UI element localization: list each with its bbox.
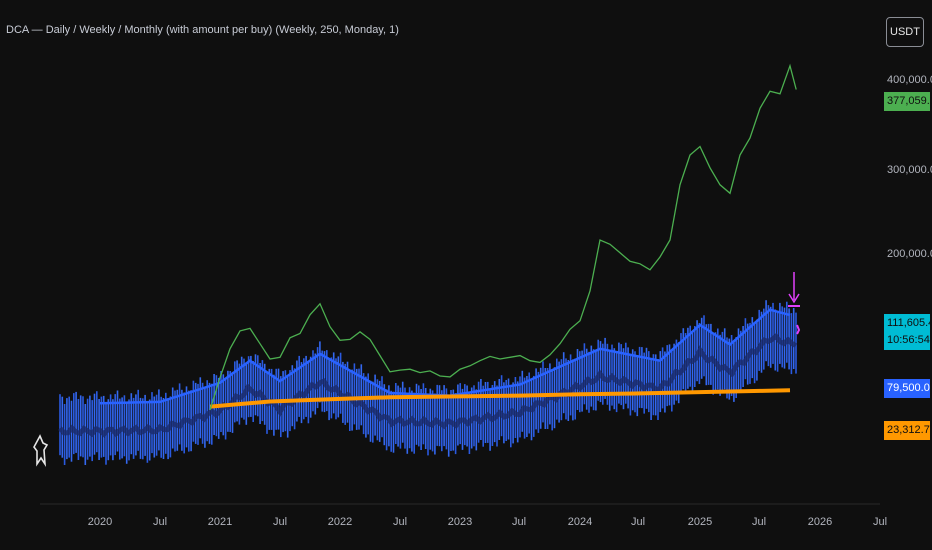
time-tick: Jul [630, 516, 646, 528]
currency-button[interactable]: USDT [886, 17, 924, 47]
tradingview-logo-icon [33, 434, 49, 467]
time-tick: 2022 [327, 516, 353, 528]
average-cost-line [209, 388, 791, 409]
last-bar-marker [788, 272, 801, 335]
time-tick: Jul [511, 516, 527, 528]
average-cost-label: 23,312.7 [884, 421, 930, 440]
time-tick: 2020 [87, 516, 113, 528]
time-tick: 2021 [207, 516, 233, 528]
time-tick: Jul [392, 516, 408, 528]
bar-countdown-label: 10:56:54 [884, 331, 930, 350]
trend-line [99, 308, 791, 405]
price-bar-series [58, 300, 798, 465]
time-tick: 2026 [807, 516, 833, 528]
time-tick: Jul [272, 516, 288, 528]
moving-average-band [58, 332, 798, 438]
time-tick: Jul [872, 516, 888, 528]
time-tick: Jul [751, 516, 767, 528]
time-tick: 2024 [567, 516, 593, 528]
time-tick: Jul [152, 516, 168, 528]
price-tick-200k: 200,000.0 [887, 248, 932, 260]
indicator-title: DCA — Daily / Weekly / Monthly (with amo… [6, 24, 399, 36]
portfolio-value-label: 377,059.5 [884, 92, 932, 111]
price-tick-400k: 400,000.0 [887, 74, 932, 86]
time-tick: 2025 [687, 516, 713, 528]
portfolio-value-line [209, 63, 797, 411]
last-price-label: 111,605.4 [884, 314, 932, 333]
time-tick: 2023 [447, 516, 473, 528]
price-line-label: 79,500.0 [884, 379, 930, 398]
price-tick-300k: 300,000.0 [887, 164, 932, 176]
